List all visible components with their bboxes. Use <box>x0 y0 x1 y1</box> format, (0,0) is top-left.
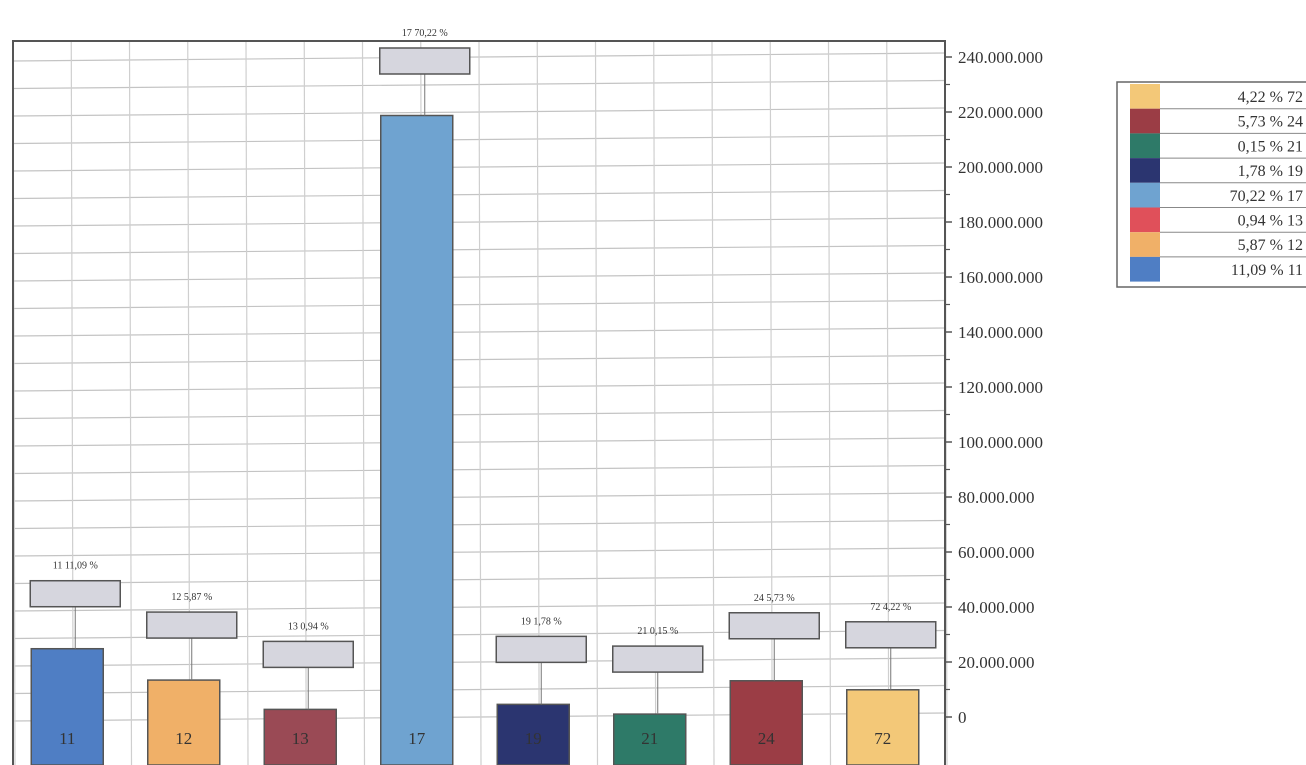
data-label-13: 13 0,94 % <box>288 621 329 632</box>
legend-swatch <box>1130 108 1160 134</box>
data-label-19: 19 1,78 % <box>521 616 562 627</box>
category-label-12: 12 <box>175 729 192 748</box>
grid-line-h <box>12 464 946 475</box>
callout-box <box>728 612 820 640</box>
legend-swatch <box>1130 207 1160 233</box>
legend-swatch <box>1130 256 1160 282</box>
category-label-19: 19 <box>525 729 542 748</box>
legend-entry-label: 70,22 % 17 <box>1230 188 1303 205</box>
legend-entry-label: 0,94 % 13 <box>1238 213 1303 230</box>
y-tick-label: 60.000.000 <box>958 543 1035 562</box>
y-tick-label: 100.000.000 <box>958 433 1043 452</box>
category-label-24: 24 <box>758 729 776 748</box>
grid-line-v <box>245 40 249 765</box>
legend-swatch <box>1130 232 1160 257</box>
legend-entry-label: 5,87 % 12 <box>1238 237 1303 254</box>
y-tick-label: 140.000.000 <box>958 323 1043 342</box>
callout-box <box>845 621 937 649</box>
grid-line-v <box>361 40 366 765</box>
callout-box <box>29 579 121 608</box>
grid-line-v <box>653 40 657 765</box>
bars: 11 12 13 17 19 21 24 72 <box>30 114 920 765</box>
grid-line-h <box>12 547 946 557</box>
y-tick-label: 20.000.000 <box>958 653 1035 672</box>
category-label-13: 13 <box>292 729 309 748</box>
legend-entry-label: 11,09 % 11 <box>1231 262 1303 279</box>
grid-line-h <box>12 409 946 420</box>
data-labels: 11 11,09 % 12 5,87 % 13 0,94 % 17 70,22 % 19… <box>29 28 937 715</box>
data-label-12: 12 5,87 % <box>171 592 212 603</box>
legend: 4,22 % 72 5,73 % 24 0,15 % 21 1,78 % 19 70,2… <box>1116 81 1306 288</box>
grid-line-h <box>12 492 946 502</box>
grid-line-v <box>128 40 133 765</box>
callout-box <box>379 47 471 75</box>
y-tick-label: 40.000.000 <box>958 598 1035 617</box>
bar-72 <box>846 689 920 765</box>
bar-12 <box>147 679 221 765</box>
category-label-72: 72 <box>874 729 891 748</box>
data-label-11: 11 11,09 % <box>53 561 98 572</box>
grid-line-h <box>12 299 946 310</box>
category-label-21: 21 <box>641 729 658 748</box>
grid-line-h <box>12 574 946 585</box>
callout-box <box>495 635 587 664</box>
legend-entry-label: 4,22 % 72 <box>1238 89 1303 106</box>
grid-line-v <box>594 40 599 765</box>
callout-box <box>612 645 704 673</box>
y-axis: 0 20.000.000 40.000.000 60.000.000 80.000.00… <box>944 41 1043 765</box>
data-label-17: 17 70,22 % <box>402 28 448 39</box>
legend-swatch <box>1130 84 1160 109</box>
grid-line-v <box>711 40 715 765</box>
grid-line-v <box>769 40 773 765</box>
data-label-24: 24 5,73 % <box>754 593 795 604</box>
grid-line-h <box>12 437 946 447</box>
legend-swatch <box>1130 158 1160 183</box>
grid-line-v <box>886 40 890 765</box>
legend-entry-label: 5,73 % 24 <box>1238 114 1303 131</box>
grid-line-v <box>827 40 832 765</box>
bar-17 <box>380 114 454 765</box>
grid-lines <box>12 40 948 765</box>
grid-line-h <box>12 657 946 667</box>
category-label-17: 17 <box>408 729 426 748</box>
data-label-21: 21 0,15 % <box>637 626 678 637</box>
bar-21 <box>613 713 687 765</box>
y-tick-label: 0 <box>958 708 967 727</box>
grid-line-h <box>12 382 946 392</box>
callout-box <box>146 611 238 639</box>
data-label-72: 72 4,22 % <box>870 602 911 613</box>
legend-swatch <box>1130 133 1160 159</box>
legend-entry-label: 0,15 % 21 <box>1238 138 1303 155</box>
grid-line-v <box>478 40 482 765</box>
y-tick-label: 240.000.000 <box>958 48 1043 67</box>
y-tick-label: 160.000.000 <box>958 268 1043 287</box>
grid-line-v <box>70 40 74 765</box>
grid-line-h <box>12 272 946 282</box>
bar-24 <box>729 680 803 765</box>
bar-13 <box>263 708 337 765</box>
bar-19 <box>496 703 570 765</box>
grid-line-h <box>12 602 946 612</box>
grid-line-h <box>12 354 946 365</box>
y-tick-label: 80.000.000 <box>958 488 1035 507</box>
legend-entry-label: 1,78 % 19 <box>1238 163 1303 180</box>
callout-box <box>262 640 354 669</box>
y-tick-label: 220.000.000 <box>958 103 1043 122</box>
legend-swatch <box>1130 182 1160 208</box>
y-tick-label: 200.000.000 <box>958 158 1043 177</box>
grid-line-h <box>12 519 946 530</box>
bar-11 <box>30 647 104 765</box>
category-label-11: 11 <box>59 729 75 748</box>
grid-line-h <box>12 327 946 337</box>
y-tick-label: 180.000.000 <box>958 213 1043 232</box>
grid-line-v <box>187 40 191 765</box>
y-tick-label: 120.000.000 <box>958 378 1043 397</box>
